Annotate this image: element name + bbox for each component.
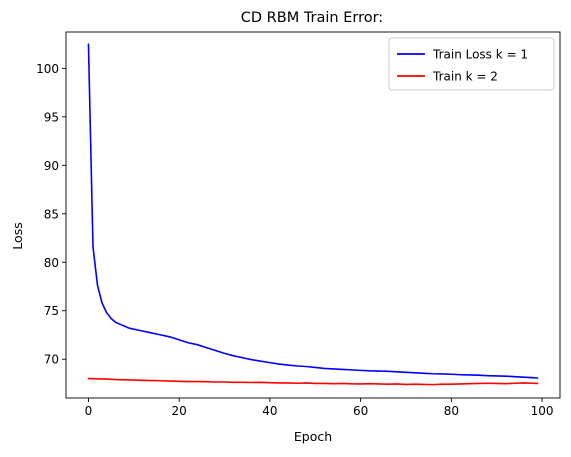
x-tick-label: 80: [444, 404, 459, 418]
chart-title: CD RBM Train Error:: [241, 10, 383, 26]
axes-layer: 0 20 40 60 80 100 70 75 80 85 90 95 100: [36, 31, 561, 418]
x-tick-label: 60: [353, 404, 368, 418]
y-tick-label: 75: [44, 304, 59, 318]
y-tick-label: 80: [44, 256, 59, 270]
x-axis-label: Epoch: [294, 429, 332, 444]
legend-box: [388, 37, 555, 91]
series-layer: [87, 43, 539, 386]
legend-label-1: Train Loss k = 1: [432, 48, 528, 62]
series-line-1: [87, 43, 539, 379]
y-tick-label: 100: [36, 62, 59, 76]
y-tick-label: 95: [44, 110, 59, 124]
y-tick-label: 85: [44, 207, 59, 221]
legend-label-2: Train k = 2: [432, 70, 498, 84]
y-tick-label: 90: [44, 159, 59, 173]
x-tick-label: 100: [531, 404, 554, 418]
legend: Train Loss k = 1 Train k = 2: [388, 37, 555, 91]
series-line-2: [87, 377, 539, 386]
y-axis-label: Loss: [10, 222, 25, 249]
x-tick-label: 0: [85, 404, 93, 418]
x-tick-label: 40: [262, 404, 277, 418]
y-tick-label: 70: [44, 353, 59, 367]
x-tick-label: 20: [172, 404, 187, 418]
plot-frame: [65, 31, 561, 399]
